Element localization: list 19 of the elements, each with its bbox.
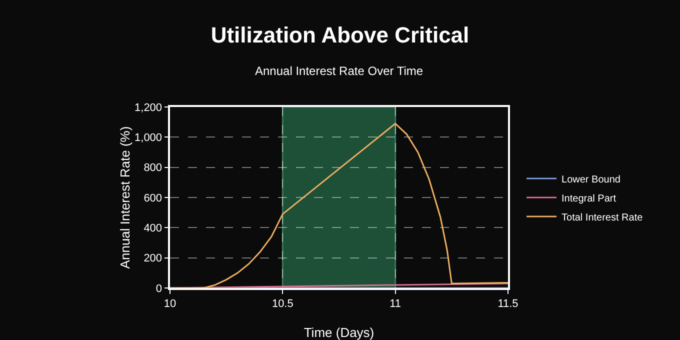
y-tick-label: 1,000: [134, 132, 162, 144]
x-axis-title: Time (Days): [304, 325, 374, 340]
y-tick-label: 400: [144, 222, 162, 235]
y-tick-label: 1,200: [134, 102, 162, 114]
x-tick-label: 10.5: [272, 298, 294, 310]
y-tick-label: 200: [144, 252, 162, 265]
chart-subtitle: Annual Interest Rate Over Time: [255, 64, 424, 78]
x-tick-label: 10: [164, 298, 176, 310]
x-tick-label: 11: [390, 298, 402, 310]
x-tick-label: 11.5: [498, 298, 518, 310]
legend-label: Total Interest Rate: [562, 212, 644, 224]
y-tick-label: 0: [156, 282, 162, 295]
y-axis-title: Annual Interest Rate (%): [118, 126, 133, 269]
legend-label: Lower Bound: [562, 174, 620, 186]
y-tick-label: 800: [144, 162, 162, 174]
y-tick-label: 600: [144, 192, 162, 204]
line-series: [170, 122, 508, 288]
chart-title: Utilization Above Critical: [210, 22, 470, 48]
legend-label: Integral Part: [562, 193, 616, 204]
